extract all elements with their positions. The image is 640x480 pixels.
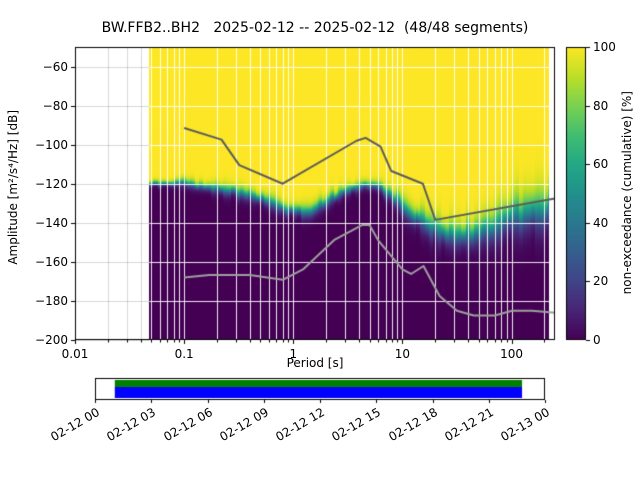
x-tick-label: 0.1	[174, 347, 194, 361]
colorbar-tick-label: 20	[593, 274, 609, 289]
colorbar-label: non-exceedance (cumulative) [%]	[620, 91, 634, 295]
x-tick-label: 10	[394, 347, 411, 361]
colorbar-tick-label: 40	[593, 215, 609, 230]
colorbar-tick-label: 80	[593, 98, 609, 113]
y-axis-label: Amplitude [m²/s⁴/Hz] [dB]	[6, 110, 20, 265]
colorbar-tick-label: 100	[593, 40, 616, 54]
y-tick-label: −120	[35, 176, 68, 191]
y-tick-label: −200	[35, 333, 68, 347]
plot-title: BW.FFB2..BH2 2025-02-12 -- 2025-02-12 (4…	[101, 20, 529, 36]
colorbar-tick-label: 60	[593, 157, 609, 172]
y-tick-label: −80	[42, 98, 68, 113]
y-tick-label: −160	[35, 254, 68, 269]
y-tick-label: −100	[35, 137, 68, 152]
x-tick-label: 0.01	[61, 347, 89, 361]
colorbar-tick-label: 0	[593, 333, 601, 347]
x-tick-label: 100	[500, 347, 524, 361]
x-tick-label: 1	[289, 347, 298, 361]
y-tick-label: −180	[35, 293, 68, 308]
y-tick-label: −140	[35, 215, 68, 230]
y-tick-label: −60	[42, 59, 68, 74]
x-axis-label: Period [s]	[286, 356, 344, 370]
